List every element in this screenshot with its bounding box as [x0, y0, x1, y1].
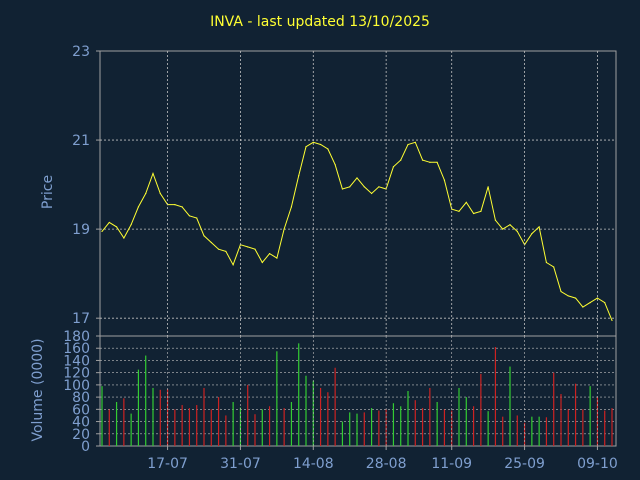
price-axis-label: Price: [40, 175, 56, 209]
price-point: [531, 232, 533, 235]
price-point: [254, 248, 256, 250]
volume-tick-label: 120: [63, 366, 90, 382]
x-tick-label: 31-07: [220, 456, 261, 472]
price-point: [298, 175, 300, 177]
price-tick-label: 23: [72, 44, 90, 60]
price-point: [341, 188, 344, 190]
price-point: [145, 192, 147, 195]
price-point: [210, 241, 212, 244]
chart-title: INVA - last updated 13/10/2025: [210, 14, 430, 30]
x-tick-label: 14-08: [293, 456, 334, 472]
volume-axis-label: Volume (0000): [30, 338, 46, 441]
x-axis: 17-07 31-07 14-08 28-08 11-09 25-09 09-10: [147, 51, 618, 472]
price-panel: 17 19 21 23: [72, 44, 617, 337]
price-point: [108, 221, 110, 224]
volume-tick-label: 20: [72, 427, 90, 443]
price-tick-label: 21: [72, 133, 90, 149]
price-point: [414, 141, 416, 143]
price-point: [130, 224, 132, 226]
price-point: [276, 257, 278, 259]
price-point: [261, 261, 263, 264]
price-point: [268, 253, 271, 255]
price-point: [363, 186, 365, 188]
price-point: [567, 295, 569, 297]
price-point: [487, 186, 489, 188]
volume-tick-label: 0: [81, 439, 90, 455]
price-point: [589, 302, 591, 304]
volume-tick-label: 100: [63, 378, 90, 394]
price-point: [421, 159, 424, 161]
price-point: [392, 166, 395, 168]
price-tick-label: 19: [72, 222, 90, 238]
x-tick-label: 28-08: [366, 456, 407, 472]
price-point: [574, 297, 577, 299]
price-point: [232, 264, 234, 266]
price-point: [188, 215, 191, 217]
price-point: [480, 210, 482, 212]
price-point: [334, 163, 336, 166]
price-point: [115, 226, 118, 228]
volume-tick-label: 160: [63, 341, 90, 357]
price-point: [370, 192, 373, 195]
price-point: [560, 290, 562, 293]
price-point: [429, 161, 431, 163]
x-tick-label: 17-07: [147, 456, 188, 472]
price-point: [472, 212, 475, 215]
price-point: [604, 302, 606, 304]
price-point: [465, 201, 467, 204]
price-point: [203, 235, 205, 237]
price-point: [290, 206, 293, 208]
price-point: [436, 161, 438, 163]
price-point: [283, 228, 285, 230]
price-point: [611, 319, 613, 322]
price-point: [509, 224, 511, 226]
price-point: [137, 206, 140, 208]
volume-frame: [99, 335, 617, 447]
volume-tick-label: 80: [72, 390, 90, 406]
price-point: [217, 248, 220, 250]
price-point: [553, 266, 555, 268]
price-point: [174, 204, 176, 206]
volume-tick-label: 60: [72, 402, 90, 418]
volume-tick-label: 140: [63, 353, 90, 369]
price-point: [407, 143, 409, 146]
price-point: [305, 146, 307, 148]
price-point: [538, 226, 540, 228]
price-point: [349, 186, 351, 188]
price-tick-label: 17: [72, 311, 90, 327]
price-point: [152, 172, 154, 175]
x-tick-label: 25-09: [504, 456, 545, 472]
price-point: [400, 159, 402, 161]
price-point: [327, 148, 329, 150]
price-point: [319, 143, 322, 146]
price-point: [247, 246, 249, 248]
price-point: [596, 297, 599, 299]
price-point: [545, 261, 548, 264]
price-point: [516, 230, 518, 232]
price-point: [502, 228, 504, 230]
price-frame: [99, 50, 617, 337]
price-point: [356, 177, 358, 179]
price-point: [312, 141, 314, 143]
price-point: [196, 217, 198, 219]
volume-tick-label: 40: [72, 415, 90, 431]
price-point: [181, 206, 183, 208]
price-point: [159, 192, 161, 195]
x-tick-label: 09-10: [577, 456, 618, 472]
price-point: [378, 186, 380, 188]
x-tick-label: 11-09: [431, 456, 472, 472]
price-point: [225, 250, 227, 252]
price-point: [458, 210, 460, 212]
volume-tick-label: 180: [63, 329, 90, 345]
price-point: [123, 237, 125, 239]
price-point: [582, 306, 584, 308]
price-point: [443, 179, 446, 181]
price-point: [101, 230, 103, 232]
price-point: [494, 219, 497, 221]
price-line: [101, 141, 613, 321]
